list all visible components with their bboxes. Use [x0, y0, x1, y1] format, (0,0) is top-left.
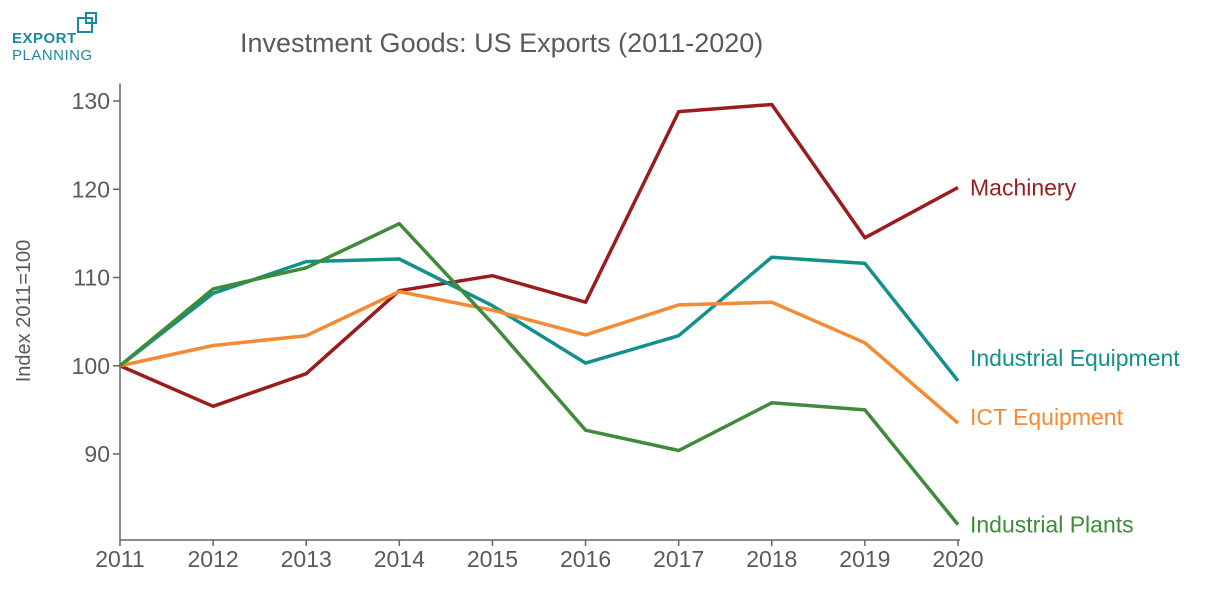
- x-tick-label: 2011: [95, 546, 144, 572]
- y-tick-label: 90: [84, 441, 110, 467]
- x-tick-label: 2015: [467, 546, 518, 572]
- series-label: ICT Equipment: [970, 404, 1124, 430]
- logo-word-export: EXPORT: [12, 30, 77, 47]
- y-tick-label: 130: [72, 88, 110, 114]
- series-label: Machinery: [970, 174, 1077, 200]
- x-tick-label: 2017: [653, 546, 704, 572]
- y-tick-label: 110: [73, 265, 110, 291]
- x-tick-label: 2019: [839, 546, 890, 572]
- chart-series-lines: [118, 102, 960, 526]
- y-tick-label: 100: [72, 353, 110, 379]
- export-planning-logo: EXPORT PLANNING: [12, 10, 122, 66]
- chart-title: Investment Goods: US Exports (2011-2020): [240, 28, 764, 58]
- logo-squares-icon: [77, 12, 97, 33]
- x-tick-label: 2020: [932, 546, 983, 572]
- y-tick-label: 120: [72, 176, 110, 202]
- series-label: Industrial Equipment: [970, 345, 1180, 371]
- x-tick-label: 2013: [281, 546, 332, 572]
- series-label: Industrial Plants: [970, 512, 1134, 538]
- series-line-ict-equipment: [119, 289, 960, 425]
- chart-axes: 90 100 110 120 130 2011 2012 2013 2014 2015 2016 20…: [13, 83, 984, 572]
- series-line-industrial-equipment: [118, 255, 960, 382]
- series-line-machinery: [119, 102, 959, 409]
- series-line-industrial-plants: [118, 221, 960, 526]
- x-tick-label: 2012: [188, 546, 239, 572]
- logo-word-planning: PLANNING: [12, 47, 93, 64]
- y-axis-label: Index 2011=100: [13, 240, 35, 383]
- chart-series-labels: Machinery Industrial Equipment ICT Equipme…: [970, 174, 1180, 537]
- x-tick-label: 2016: [560, 546, 611, 572]
- x-tick-label: 2018: [746, 546, 797, 572]
- x-tick-label: 2014: [374, 546, 425, 572]
